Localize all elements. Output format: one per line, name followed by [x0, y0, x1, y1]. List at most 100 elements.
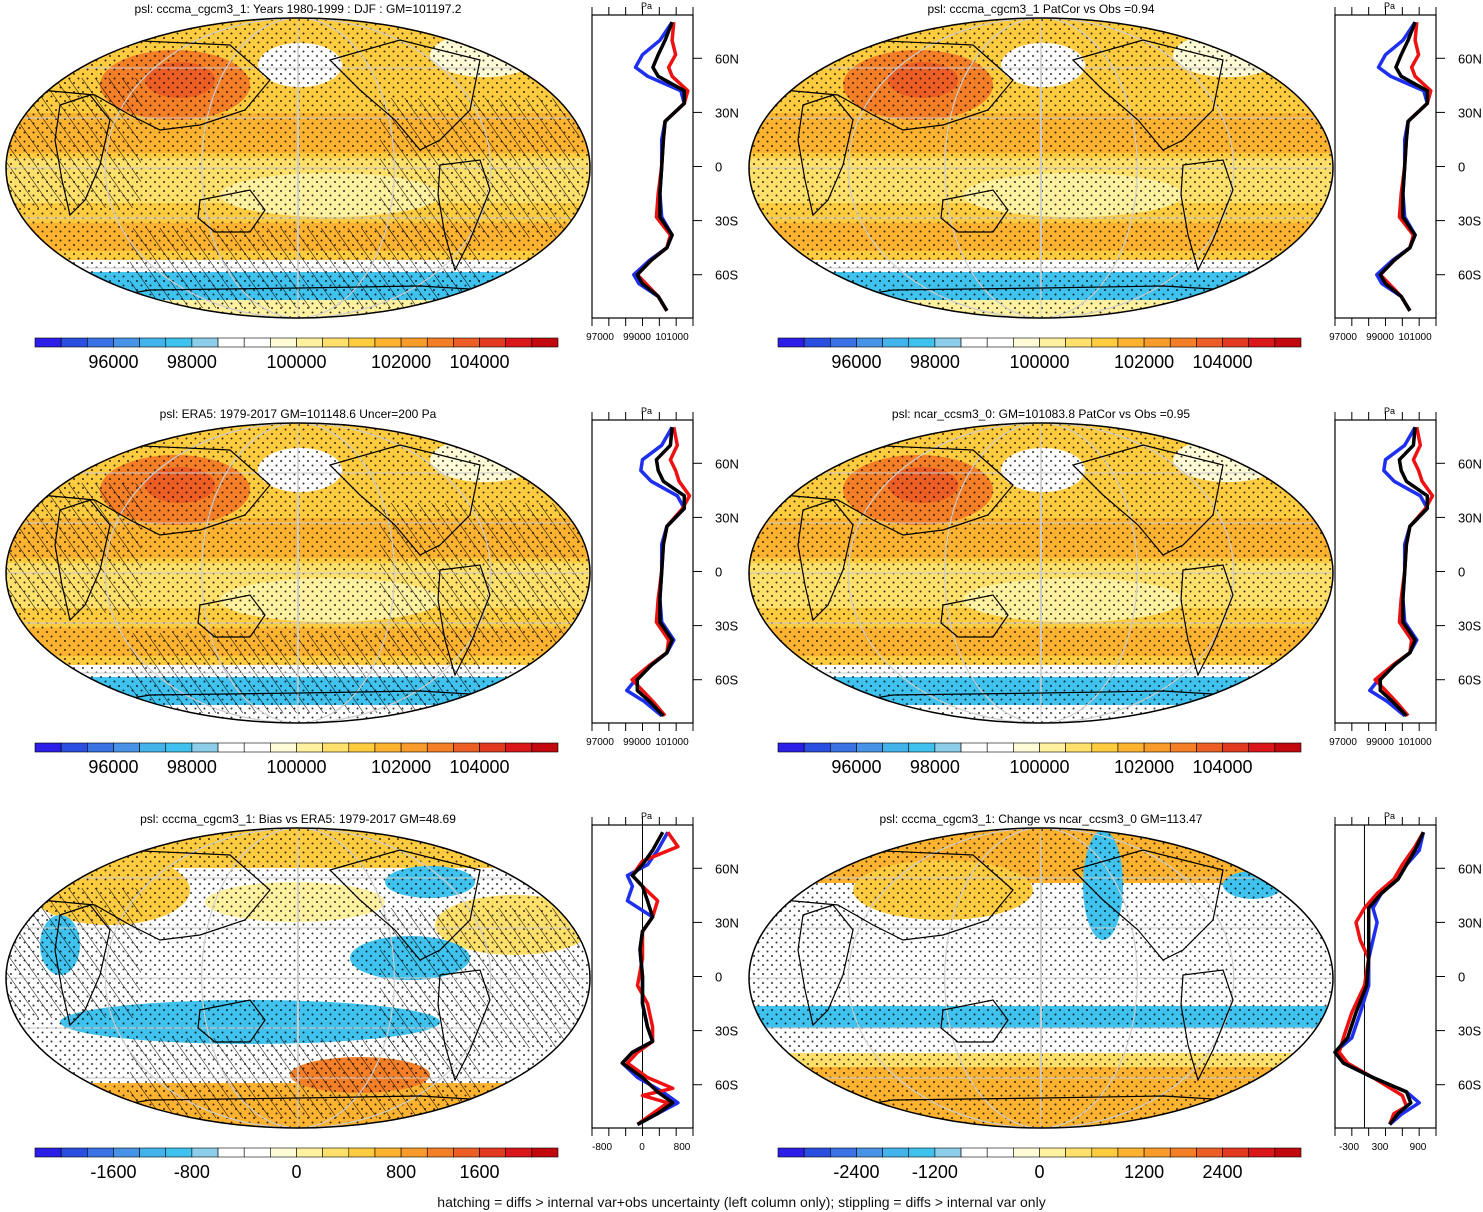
colorbar-swatch [830, 1147, 857, 1158]
hatching-west [6, 888, 141, 1018]
graticule-lon [1040, 828, 1042, 1128]
colorbar-swatch [400, 1147, 428, 1158]
colorbar-tick-label: 104000 [450, 757, 510, 777]
colorbar-swatch [830, 337, 857, 348]
colorbar-swatch [270, 1147, 297, 1158]
colorbar-swatch [191, 337, 219, 348]
eurasia-coast [762, 849, 1014, 941]
colorbar-swatch [400, 337, 428, 348]
colorbar-tick-label: 98000 [167, 352, 217, 372]
colorbar-swatch [1248, 742, 1276, 753]
map-border [748, 422, 1334, 724]
panel-5-profile: Pa 60N 30N 0 30S 60S -800 0 800 [591, 811, 739, 1153]
colorbar-tick-label: 0 [1034, 1162, 1044, 1182]
colorbar-tick-label: 104000 [1193, 352, 1253, 372]
panel-3: psl: ERA5: 1979-2017 GM=101148.6 Uncer=2… [0, 405, 740, 780]
profile-red-line [1337, 831, 1425, 1126]
colorbar-swatch [191, 742, 219, 753]
profile-xlabel: 97000 [1329, 332, 1357, 343]
australia-coast [940, 999, 1009, 1043]
colorbar-swatch [830, 742, 857, 753]
graticule-lon [944, 423, 1138, 723]
colorbar-tick-label: -1600 [90, 1162, 136, 1182]
profile-ylabel: 60S [1458, 1078, 1481, 1093]
profile-ylabel: 60S [1458, 673, 1481, 688]
colorbar-swatch [426, 1147, 454, 1158]
colorbar-swatch [374, 1147, 402, 1158]
south-america-coast [437, 969, 491, 1082]
colorbar-swatch [165, 742, 193, 753]
colorbar-swatch [882, 1147, 910, 1158]
colorbar-swatch [1091, 337, 1119, 348]
panel-3-title: psl: ERA5: 1979-2017 GM=101148.6 Uncer=2… [160, 407, 437, 421]
profile-ylabel: 60S [715, 268, 738, 283]
colorbar-swatch [87, 1147, 114, 1158]
profile-ylabel: 0 [715, 565, 722, 580]
colorbar-tick-label: 1200 [1124, 1162, 1164, 1182]
footer-note: hatching = diffs > internal var+obs unce… [437, 1194, 1046, 1210]
panel-6-title: psl: cccma_cgcm3_1: Change vs ncar_ccsm3… [880, 812, 1203, 826]
colorbar-tick-label: 1600 [460, 1162, 500, 1182]
colorbar-swatch [1039, 337, 1066, 348]
eurasia-coast [762, 444, 1014, 536]
profile-xlabel: 101000 [655, 332, 689, 343]
profile-ylabel: 30S [715, 1024, 738, 1039]
colorbar-swatch [453, 1147, 480, 1158]
colorbar-swatch [986, 337, 1014, 348]
colorbar-tick-label: 102000 [1114, 757, 1174, 777]
profile-frame [1334, 14, 1437, 319]
colorbar-tick-label: 100000 [1009, 352, 1069, 372]
colorbar-swatch [1039, 742, 1066, 753]
graticule-lon [847, 828, 1235, 1128]
profile-xlabel: 99000 [1366, 737, 1394, 748]
colorbar-swatch [777, 337, 805, 348]
profile-black-line [1378, 21, 1430, 312]
panel-5-svg: psl: cccma_cgcm3_1: Bias vs ERA5: 1979-2… [5, 811, 739, 1182]
colorbar-swatch [1222, 742, 1249, 753]
map-field [6, 423, 590, 723]
africa-coast [54, 94, 111, 217]
colorbar-swatch [777, 742, 805, 753]
profile-unit: Pa [641, 406, 652, 416]
colorbar-swatch [1196, 337, 1223, 348]
colorbar-swatch [1065, 742, 1093, 753]
colorbar-swatch [960, 1147, 988, 1158]
north-america-coast [328, 444, 481, 556]
graticule-lon [297, 18, 299, 318]
profile-frame [591, 14, 694, 319]
graticule-lon [1040, 18, 1042, 318]
colorbar-swatch [1169, 1147, 1197, 1158]
colorbar-swatch [60, 1147, 88, 1158]
colorbar-tick-label: 100000 [266, 757, 326, 777]
colorbar-swatch [217, 337, 245, 348]
colorbar-swatch [243, 742, 271, 753]
profile-frame [1334, 824, 1437, 1129]
colorbar-swatch [479, 337, 506, 348]
panel-2-map [748, 17, 1334, 319]
colorbar-swatch [934, 742, 962, 753]
colorbar-swatch [217, 742, 245, 753]
panel-4-title: psl: ncar_ccsm3_0: GM=101083.8 PatCor vs… [892, 407, 1190, 421]
profile-xlabel: 99000 [623, 332, 651, 343]
colorbar-swatch [1013, 1147, 1040, 1158]
colorbar-swatch [1248, 337, 1276, 348]
colorbar-tick-label: 98000 [910, 757, 960, 777]
profile-xlabel: 99000 [623, 737, 651, 748]
profile-ylabel: 0 [1458, 160, 1465, 175]
colorbar-swatch [139, 337, 167, 348]
colorbar-swatch [960, 337, 988, 348]
colorbar-swatch [1117, 337, 1145, 348]
south-america-coast [1180, 564, 1234, 677]
profile-xlabel: 300 [1372, 1142, 1389, 1153]
profile-ylabel: 30S [1458, 1024, 1481, 1039]
colorbar-swatch [1274, 337, 1302, 348]
colorbar-swatch [34, 337, 62, 348]
profile-ylabel: 60N [715, 51, 739, 66]
colorbar-tick-label: -1200 [912, 1162, 958, 1182]
profile-ylabel: 60N [1458, 51, 1482, 66]
profile-unit: Pa [1384, 811, 1395, 821]
panel-1-title: psl: cccma_cgcm3_1: Years 1980-1999 : DJ… [135, 2, 462, 16]
graticule-lon [297, 423, 299, 723]
colorbar-swatch [139, 742, 167, 753]
profile-unit: Pa [641, 811, 652, 821]
